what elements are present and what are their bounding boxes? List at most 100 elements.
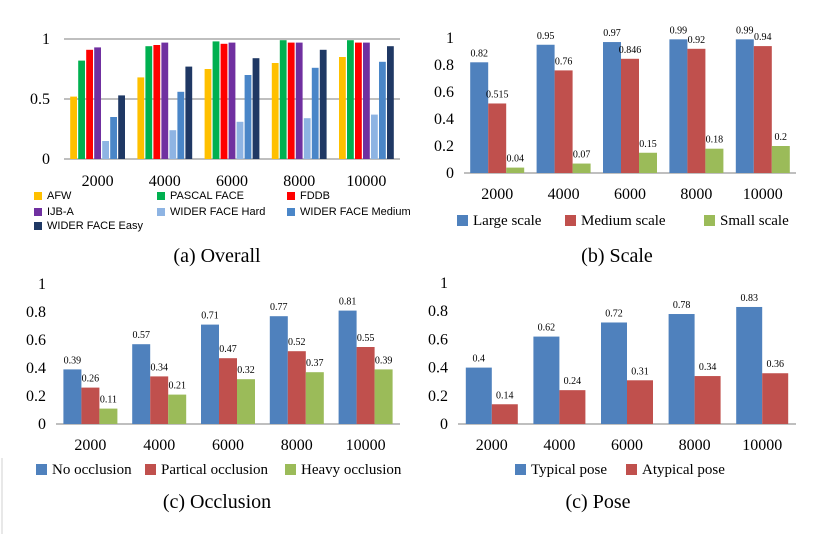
x-tick-label: 8000 [281,437,313,454]
x-tick-label: 4000 [543,437,575,454]
y-tick-label: 0.2 [434,138,454,155]
y-tick-label: 0.4 [434,111,454,128]
legend-swatch [157,208,165,216]
data-label: 0.83 [740,293,758,304]
data-label: 0.24 [564,376,582,387]
data-label: 0.71 [201,311,219,322]
bar-ijb-a [161,42,169,159]
bar-wider-face-easy [387,46,394,160]
legend-label: AFW [47,190,72,202]
bar-wider-face-hard [236,121,244,159]
bar-wider-face-easy [185,66,193,159]
data-label: 0.2 [775,132,788,143]
legend-swatch [515,464,526,475]
x-tick-label: 4000 [143,437,175,454]
legend-swatch [287,208,295,216]
bar-no-occlusion [338,310,357,424]
bar-afw [271,63,279,159]
bar-small-scale [572,163,591,173]
data-label: 0.21 [168,381,186,392]
bar-atypical-pose [491,404,518,424]
bar-large-scale [735,39,754,173]
bar-atypical-pose [559,390,586,424]
bar-fddb [287,42,295,159]
bar-no-occlusion [201,324,219,424]
bar-typical-pose [668,314,695,424]
y-tick-label: 0 [446,165,454,182]
data-label: 0.62 [538,323,556,334]
data-label: 0.55 [357,333,375,344]
legend-label: Typical pose [531,462,607,478]
legend-swatch [36,464,47,475]
data-label: 0.47 [219,344,237,355]
data-label: 0.846 [619,45,642,56]
bar-large-scale [603,42,621,173]
bar-wider-face-easy [252,58,260,160]
y-tick-label: 0.6 [434,84,454,101]
pose-chart: 0 0.2 0.4 0.6 0.8 1 0.4 0.14 2000 0.62 0.24 4000 0.7… [428,275,796,478]
data-label: 0.14 [496,390,514,401]
overall-chart: 0 0.5 1 2000 4000 6000 8000 10000 AFW PASCAL FACE… [30,31,411,232]
bar-wider-face-easy [319,49,327,159]
data-label: 0.72 [605,308,623,319]
legend-label: Small scale [720,213,789,229]
bar-partical-occlusion [81,387,100,424]
legend-swatch [34,192,42,200]
x-tick-label: 4000 [548,186,580,203]
x-tick-label: 6000 [614,186,646,203]
bar-pascal-face [279,40,287,160]
caption-overall: (a) Overall [173,245,261,267]
data-label: 0.04 [506,154,524,165]
bar-medium-scale [488,103,507,173]
bar-afw [137,77,145,159]
y-tick-label: 0.8 [26,304,46,321]
x-tick-label: 10000 [346,437,386,454]
bar-heavy-occlusion [168,394,187,424]
bar-wider-face-hard [371,114,378,159]
bar-pascal-face [78,60,85,159]
bar-pascal-face [347,40,354,160]
x-tick-label: 10000 [743,186,783,203]
x-tick-label: 10000 [742,437,782,454]
bar-medium-scale [554,70,573,173]
bar-ijb-a [228,42,236,159]
legend-swatch [157,192,165,200]
y-tick-label: 0.4 [428,360,448,377]
x-tick-label: 6000 [611,437,643,454]
data-label: 0.15 [639,139,657,150]
data-label: 0.36 [766,359,784,370]
caption-occlusion: (c) Occlusion [163,491,271,513]
data-label: 0.76 [555,56,573,67]
x-tick-label: 2000 [476,437,508,454]
bar-partical-occlusion [150,376,169,424]
y-tick-label: 1 [38,276,46,293]
x-tick-label: 2000 [481,186,513,203]
bar-no-occlusion [132,344,151,424]
y-tick-label: 0.2 [428,388,448,405]
data-label: 0.77 [270,302,288,313]
bar-large-scale [669,39,688,173]
legend-label: WIDER FACE Medium [300,206,411,218]
bar-ijb-a [94,47,101,159]
y-tick-label: 1 [440,275,448,292]
legend-swatch [626,464,637,475]
x-tick-label: 8000 [283,173,315,190]
bar-heavy-occlusion [305,372,324,424]
bar-atypical-pose [694,376,721,424]
bar-wider-face-medium [244,75,252,159]
x-tick-label: 6000 [216,173,248,190]
bar-wider-face-medium [177,91,185,159]
y-tick-label: 0.4 [26,360,46,377]
data-label: 0.81 [339,297,357,308]
legend-swatch [34,208,42,216]
bar-medium-scale [687,48,706,173]
bar-ijb-a [363,42,370,159]
legend-swatch [565,215,576,226]
data-label: 0.26 [82,374,100,385]
y-tick-label: 0.6 [428,331,448,348]
bar-typical-pose [465,367,492,424]
bar-small-scale [705,148,724,173]
y-tick-label: 0 [42,151,50,168]
bar-atypical-pose [762,373,789,424]
